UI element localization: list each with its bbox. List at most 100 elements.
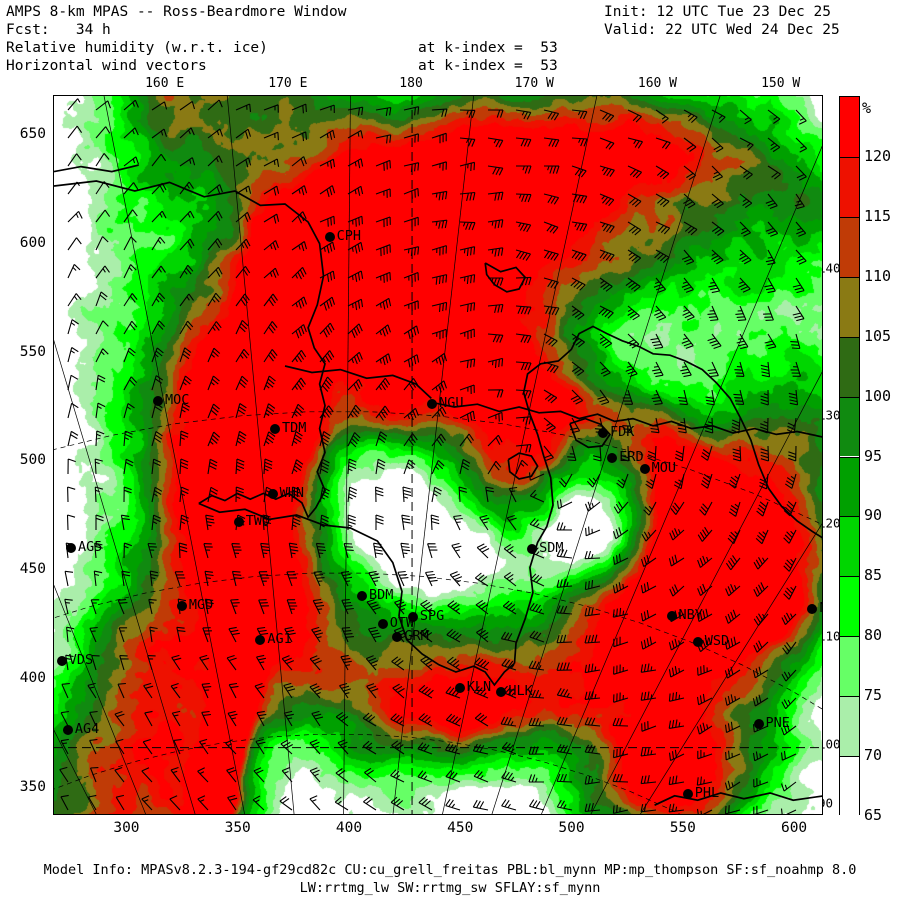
colorbar-tick-85: 85: [864, 566, 883, 585]
station-dot-icon: [682, 789, 693, 800]
station-label-NTK: NTK: [819, 600, 822, 616]
y-tick-350: 350: [19, 778, 46, 795]
colorbar-band-4: [840, 336, 859, 397]
forecast-hour: Fcst: 34 h: [6, 22, 111, 38]
colorbar-tick-80: 80: [864, 626, 883, 645]
station-label-WSD: WSD: [704, 633, 730, 650]
station-label-ERD: ERD: [619, 449, 644, 466]
colorbar-unit-label: %: [862, 99, 872, 117]
colorbar-tick-115: 115: [864, 206, 892, 225]
model-info-line2: LW:rrtmg_lw SW:rrtmg_sw SFLAY:sf_mynn: [299, 880, 601, 896]
colorbar-tick-105: 105: [864, 326, 892, 345]
station-dot-icon: [267, 489, 278, 500]
colorbar-band-3: [840, 276, 859, 337]
colorbar-band-0: [840, 97, 859, 157]
colorbar-tick-70: 70: [864, 746, 883, 765]
station-label-SDM: SDM: [539, 539, 564, 556]
map-overlay: [54, 96, 822, 814]
y-tick-550: 550: [19, 343, 46, 360]
station-dot-icon: [65, 543, 76, 554]
humidity-field-raster: [54, 96, 822, 814]
colorbar: [839, 96, 860, 816]
top-lon-label-1: 170 E: [268, 76, 308, 91]
colorbar-band-8: [840, 576, 859, 637]
colorbar-tick-100: 100: [864, 386, 892, 405]
station-dot-icon: [176, 600, 187, 611]
station-dot-icon: [324, 232, 335, 243]
field-label-wind: Horizontal wind vectors: [6, 58, 207, 74]
init-time: Init: 12 UTC Tue 23 Dec 25: [604, 4, 831, 20]
station-label-TWO: TWO: [245, 513, 271, 530]
station-dot-icon: [598, 427, 608, 438]
station-dot-icon: [357, 590, 367, 601]
x-tick-550: 550: [669, 820, 696, 836]
x-tick-350: 350: [224, 820, 251, 836]
colorbar-band-6: [840, 456, 859, 517]
colorbar-band-9: [840, 636, 859, 697]
station-label-NBY: NBY: [678, 606, 703, 623]
top-lon-label-2: 180: [399, 76, 423, 91]
y-tick-600: 600: [19, 234, 46, 251]
model-info-line1: Model Info: MPASv8.2.3-194-gf29cd82c CU:…: [43, 862, 857, 878]
colorbar-tick-95: 95: [864, 446, 883, 465]
y-tick-500: 500: [19, 452, 46, 469]
top-lon-label-3: 170 W: [514, 76, 554, 91]
colorbar-band-11: [840, 756, 859, 816]
station-dot-icon: [666, 610, 677, 621]
station-label-MOU: MOU: [651, 459, 676, 476]
x-tick-500: 500: [558, 820, 585, 836]
station-dot-icon: [496, 687, 507, 698]
station-dot-icon: [753, 718, 764, 729]
station-label-VDS: VDS: [68, 652, 94, 669]
top-lon-label-0: 160 E: [145, 76, 185, 91]
y-tick-650: 650: [19, 126, 46, 143]
station-dot-icon: [427, 399, 438, 410]
station-dot-icon: [392, 632, 403, 643]
x-tick-450: 450: [447, 820, 474, 836]
x-tick-400: 400: [335, 820, 363, 836]
station-dot-icon: [255, 634, 266, 645]
colorbar-band-2: [840, 216, 859, 277]
graticule: [54, 96, 822, 814]
colorbar-tick-90: 90: [864, 506, 883, 525]
colorbar-tick-110: 110: [864, 266, 892, 285]
station-label-AG1: AG1: [267, 630, 292, 647]
k-index-wind: at k-index = 53: [418, 58, 558, 74]
station-label-MGD: MGD: [188, 596, 214, 613]
station-dot-icon: [233, 517, 244, 528]
station-label-GRM: GRM: [404, 628, 429, 645]
colorbar-tick-65: 65: [864, 806, 883, 824]
field-label-humidity: Relative humidity (w.r.t. ice): [6, 40, 268, 56]
station-dot-icon: [692, 637, 703, 648]
station-dot-icon: [62, 724, 73, 735]
station-dot-icon: [607, 453, 618, 464]
station-label-PNE: PNE: [765, 714, 790, 731]
station-label-AG4: AG4: [74, 720, 100, 737]
station-label-KLN: KLN: [466, 678, 492, 695]
station-dot-icon: [807, 603, 818, 614]
station-label-BDM: BDM: [369, 586, 394, 603]
x-tick-300: 300: [113, 820, 140, 836]
y-tick-400: 400: [19, 669, 46, 686]
station-label-MOC: MOC: [164, 392, 190, 409]
colorbar-tick-120: 120: [864, 146, 892, 165]
colorbar-band-10: [840, 696, 859, 757]
station-label-HLK: HLK: [508, 683, 533, 700]
station-dot-icon: [454, 682, 465, 693]
colorbar-band-1: [840, 156, 859, 217]
x-tick-600: 600: [780, 820, 808, 836]
map-plot-area[interactable]: CPH NGU MOC TDM FDK ERD MOU WHN TWO SDM AG5 BDM MGD O…: [53, 95, 823, 815]
colorbar-band-7: [840, 516, 859, 577]
wind-barbs: [59, 98, 808, 814]
top-lon-label-4: 160 W: [637, 76, 678, 91]
station-label-FDK: FDK: [610, 423, 635, 440]
station-label-PHL: PHL: [694, 785, 720, 802]
colorbar-band-5: [840, 396, 859, 457]
station-label-WHN: WHN: [279, 485, 305, 502]
station-dot-icon: [407, 611, 418, 622]
station-dot-icon: [377, 618, 388, 629]
station-dot-icon: [527, 543, 538, 554]
station-dot-icon: [152, 396, 163, 407]
station-dot-icon: [269, 424, 280, 435]
k-index-humidity: at k-index = 53: [418, 40, 558, 56]
